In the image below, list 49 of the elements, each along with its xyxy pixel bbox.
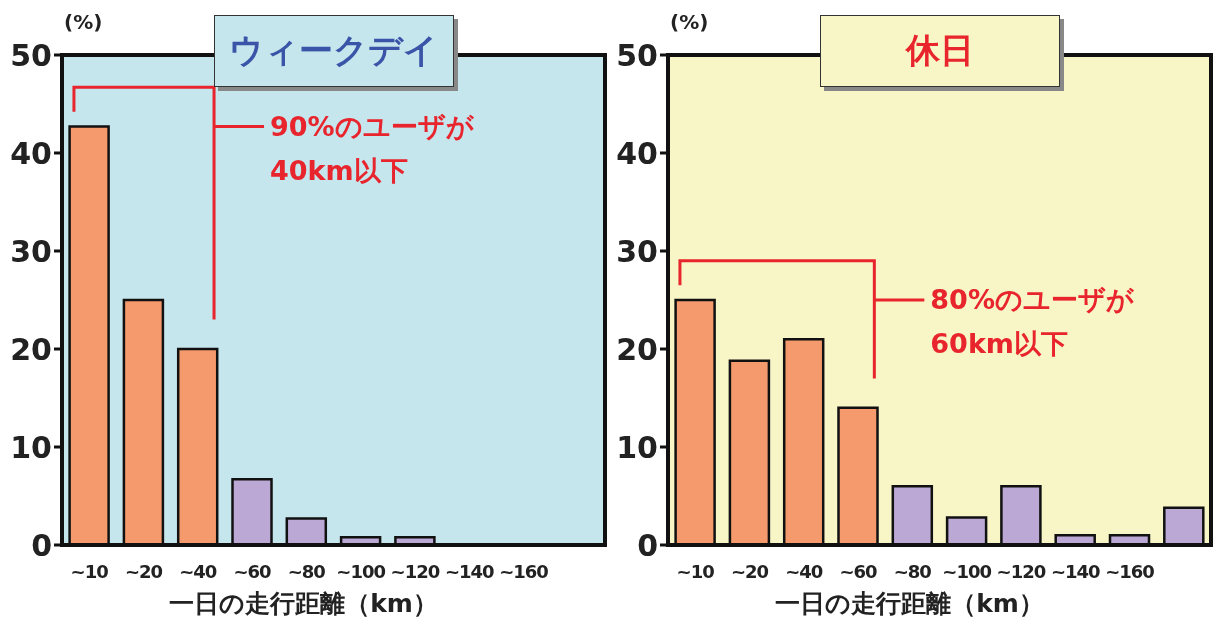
x-tick-label: ~10 <box>676 560 715 582</box>
x-tick-label: ~80 <box>893 560 932 582</box>
x-tick-label: ~60 <box>839 560 878 582</box>
x-tick-label: ~100 <box>942 560 992 582</box>
bar <box>728 359 771 545</box>
x-tick-label: ~120 <box>996 560 1046 582</box>
bar <box>891 484 934 545</box>
bar <box>176 347 219 545</box>
y-tick-label: 0 <box>637 527 658 563</box>
x-tick-label: ~40 <box>785 560 823 582</box>
x-tick-label: ~100 <box>336 560 386 582</box>
annotation: 80%のユーザが 60km以下 <box>930 283 1134 361</box>
bar <box>837 406 879 545</box>
x-tick-label: ~140 <box>444 560 495 582</box>
y-tick-label: 10 <box>10 429 52 465</box>
x-tick-label: ~60 <box>233 560 272 582</box>
bar <box>1163 506 1205 545</box>
x-tick-label: ~160 <box>1105 560 1155 582</box>
y-tick-label: 30 <box>10 233 52 269</box>
x-tick-label: ~120 <box>390 560 440 582</box>
x-tick-label: ~140 <box>1050 560 1101 582</box>
bar <box>674 298 716 545</box>
x-tick-label: ~40 <box>179 560 217 582</box>
y-tick-label: 40 <box>616 135 658 171</box>
bar <box>122 298 165 545</box>
x-tick-label: ~20 <box>730 560 769 582</box>
bar <box>285 517 328 545</box>
y-axis-title: (%) <box>670 10 709 34</box>
y-tick-label: 0 <box>31 527 52 563</box>
x-axis-title: 一日の走行距離（km） <box>774 588 1045 620</box>
x-tick-label: ~20 <box>124 560 163 582</box>
bar <box>1000 484 1042 545</box>
y-tick-label: 50 <box>10 37 52 73</box>
bar <box>231 478 273 545</box>
y-tick-label: 50 <box>616 37 658 73</box>
y-tick-label: 20 <box>10 331 52 367</box>
y-tick-label: 30 <box>616 233 658 269</box>
bar <box>782 337 825 545</box>
y-tick-label: 20 <box>616 331 658 367</box>
y-tick-label: 10 <box>616 429 658 465</box>
y-axis-title: (%) <box>64 10 103 34</box>
y-tick-label: 40 <box>10 135 52 171</box>
bar <box>945 516 988 545</box>
x-tick-label: ~160 <box>499 560 549 582</box>
bar <box>68 125 110 545</box>
x-tick-label: ~10 <box>70 560 109 582</box>
annotation: 90%のユーザが 40km以下 <box>270 109 474 188</box>
x-tick-label: ~80 <box>287 560 326 582</box>
x-axis-title: 一日の走行距離（km） <box>168 588 439 620</box>
